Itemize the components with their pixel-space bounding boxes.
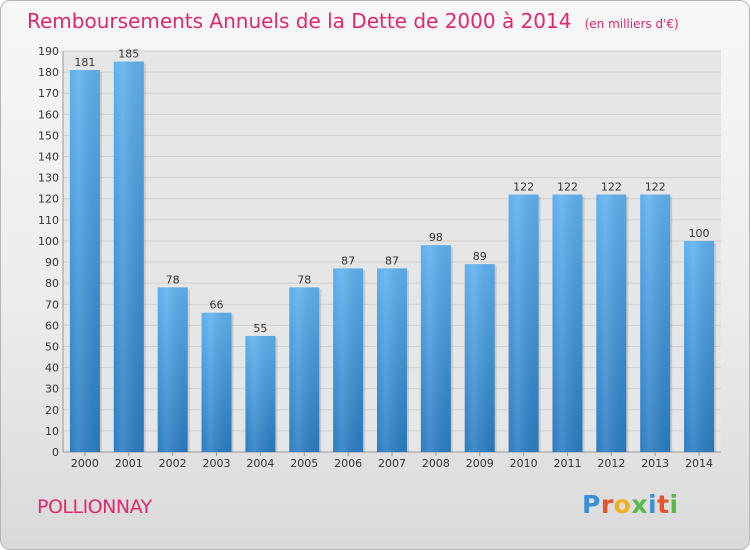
bar-value-label: 185 bbox=[118, 48, 139, 61]
y-tick-label: 140 bbox=[38, 151, 59, 164]
y-tick-label: 40 bbox=[45, 362, 59, 375]
chart-subtitle: (en milliers d'€) bbox=[584, 17, 679, 31]
bar-highlight bbox=[464, 264, 495, 452]
bar-value-label: 122 bbox=[557, 181, 578, 194]
logo-letter: t bbox=[657, 490, 670, 519]
y-tick-label: 180 bbox=[38, 66, 59, 79]
bar-value-label: 66 bbox=[210, 299, 224, 312]
bar-value-label: 55 bbox=[253, 322, 267, 335]
x-tick-label: 2000 bbox=[71, 457, 99, 470]
bar-value-label: 78 bbox=[166, 273, 180, 286]
bar-value-label: 89 bbox=[473, 250, 487, 263]
bar-highlight bbox=[113, 61, 144, 452]
x-tick-label: 2002 bbox=[159, 457, 187, 470]
y-tick-label: 30 bbox=[45, 383, 59, 396]
bar-highlight bbox=[508, 194, 539, 452]
bar-value-label: 100 bbox=[689, 227, 710, 240]
bar-value-label: 181 bbox=[74, 56, 95, 69]
y-tick-label: 150 bbox=[38, 129, 59, 142]
bar-highlight bbox=[377, 268, 407, 452]
bar-highlight bbox=[420, 245, 451, 452]
y-tick-label: 70 bbox=[45, 298, 59, 311]
bar-highlight bbox=[245, 335, 276, 452]
plot-area: 0 10 20 30 40 50 60 70 80 90 100 110 120 130 140 150 160… bbox=[38, 45, 721, 470]
bar-highlight bbox=[684, 240, 715, 452]
x-tick-label: 2009 bbox=[466, 457, 494, 470]
x-tick-label: 2008 bbox=[422, 457, 450, 470]
bar-value-label: 122 bbox=[645, 181, 666, 194]
x-tick-label: 2012 bbox=[597, 457, 625, 470]
y-tick-label: 170 bbox=[38, 87, 59, 100]
bar-value-label: 78 bbox=[297, 273, 311, 286]
x-tick-label: 2006 bbox=[334, 457, 362, 470]
bar-value-label: 87 bbox=[385, 254, 399, 267]
y-tick-label: 0 bbox=[52, 446, 59, 459]
logo-letter: o bbox=[613, 490, 632, 519]
y-tick-label: 160 bbox=[38, 108, 59, 121]
x-tick-label: 2005 bbox=[290, 457, 318, 470]
bar-highlight bbox=[289, 287, 320, 452]
x-tick-label: 2011 bbox=[553, 457, 581, 470]
bar-value-label: 122 bbox=[601, 181, 622, 194]
bar-highlight bbox=[201, 312, 232, 452]
bar-highlight bbox=[640, 194, 671, 452]
logo-letter: i bbox=[648, 490, 658, 519]
y-tick-label: 60 bbox=[45, 319, 59, 332]
x-tick-label: 2010 bbox=[510, 457, 538, 470]
y-tick-label: 100 bbox=[38, 235, 59, 248]
x-tick-label: 2014 bbox=[685, 457, 713, 470]
logo-letter: P bbox=[582, 490, 601, 519]
y-tick-label: 120 bbox=[38, 193, 59, 206]
proxiti-logo: Proxiti bbox=[582, 490, 679, 519]
y-tick-label: 50 bbox=[45, 340, 59, 353]
bar-value-label: 122 bbox=[513, 181, 534, 194]
bar-value-label: 87 bbox=[341, 254, 355, 267]
chart-title: Remboursements Annuels de la Dette de 20… bbox=[27, 9, 572, 33]
y-tick-label: 10 bbox=[45, 425, 59, 438]
y-tick-label: 90 bbox=[45, 256, 59, 269]
y-tick-label: 110 bbox=[38, 214, 59, 227]
bar-highlight bbox=[69, 69, 100, 452]
bar-value-label: 98 bbox=[429, 231, 443, 244]
bar-highlight bbox=[596, 194, 627, 452]
x-tick-label: 2001 bbox=[115, 457, 143, 470]
x-tick-label: 2003 bbox=[203, 457, 231, 470]
logo-letter: r bbox=[600, 490, 614, 519]
bar-highlight bbox=[157, 287, 188, 452]
logo-letter: x bbox=[631, 490, 648, 519]
y-tick-label: 130 bbox=[38, 172, 59, 185]
bar-highlight bbox=[333, 268, 364, 452]
y-tick-label: 20 bbox=[45, 404, 59, 417]
place-name: POLLIONNAY bbox=[37, 496, 152, 518]
y-tick-label: 190 bbox=[38, 45, 59, 58]
x-tick-label: 2004 bbox=[246, 457, 274, 470]
x-tick-label: 2007 bbox=[378, 457, 406, 470]
bar-highlight bbox=[552, 194, 583, 452]
x-tick-label: 2013 bbox=[641, 457, 669, 470]
y-tick-label: 80 bbox=[45, 277, 59, 290]
title-row: Remboursements Annuels de la Dette de 20… bbox=[27, 9, 679, 33]
logo-letter: i bbox=[669, 490, 679, 519]
